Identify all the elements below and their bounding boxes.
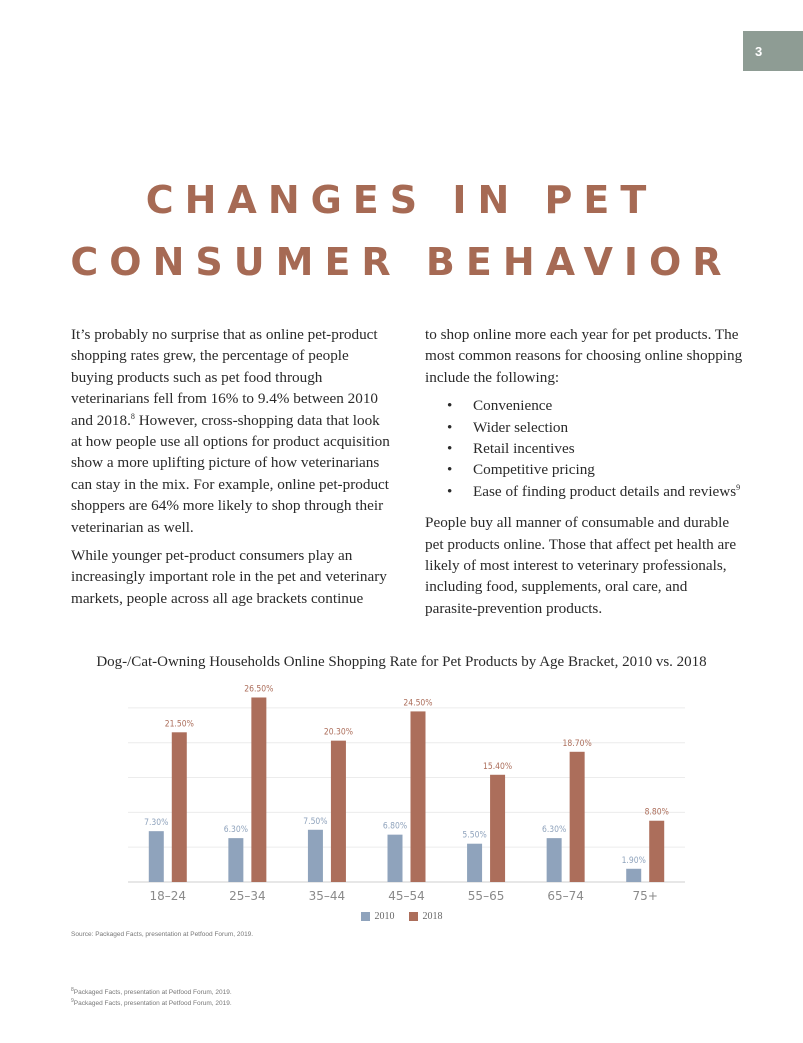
data-label-2010: 6.30% [224,824,248,835]
bar-2018 [330,740,346,882]
data-label-2010: 6.30% [542,824,566,835]
x-tick-label: 18–24 [150,889,187,903]
list-item: Wider selection [425,417,743,439]
data-label-2018: 26.50% [244,683,273,694]
legend-label-2010: 2010 [374,911,395,922]
legend-swatch-2010 [360,912,370,921]
legend-item-2018: 2018 [408,911,443,922]
chart-source: Source: Packaged Facts, presentation at … [71,931,254,938]
data-label-2010: 1.90% [622,854,646,865]
bar-2010 [307,829,323,882]
paragraph: to shop online more each year for pet pr… [425,326,743,386]
data-label-2018: 18.70% [563,737,592,748]
x-tick-label: 55–65 [468,889,505,903]
paragraph: While younger pet-product consumers play… [71,547,387,607]
page-title-line-2: CONSUMER BEHAVIOR [70,240,733,284]
bar-2010 [546,838,562,882]
bar-2018 [251,697,267,882]
bar-2010 [228,838,244,882]
data-label-2018: 15.40% [483,760,512,771]
paragraph: People buy all manner of consumable and … [425,514,737,617]
data-label-2018: 21.50% [165,718,194,729]
data-label-2010: 5.50% [462,829,486,840]
bar-2018 [490,774,506,882]
data-label-2010: 7.30% [144,817,168,828]
x-tick-label: 45–54 [388,889,425,903]
footnote: 9Packaged Facts, presentation at Petfood… [71,998,232,1008]
x-tick-label: 65–74 [547,889,584,903]
footnotes: 8Packaged Facts, presentation at Petfood… [71,986,232,1008]
footnote-ref: 9 [736,482,741,492]
x-tick-label: 75+ [633,889,658,903]
chart-title: Dog-/Cat-Owning Households Online Shoppi… [96,654,707,670]
footnote-ref: 8 [130,411,135,421]
footnote: 8Packaged Facts, presentation at Petfood… [71,987,232,997]
page-title-line-1: CHANGES IN PET [145,178,658,222]
bar-2018 [171,732,187,882]
bar-2010 [626,868,642,882]
list-item: Competitive pricing [425,459,743,481]
data-label-2010: 6.80% [383,820,407,831]
data-label-2018: 24.50% [403,697,432,708]
data-label-2010: 7.50% [303,815,327,826]
bar-2010 [467,843,483,882]
bar-2018 [569,751,585,882]
paragraph: It’s probably no surprise that as online… [71,326,390,536]
bar-chart: 7.30% 21.50% 18–24 6.30% 26.50% 25–34 7.50% 20.… [128,683,685,903]
data-label-2018: 8.80% [645,806,669,817]
legend-label-2018: 2018 [422,911,443,922]
page-number-badge: 3 [743,31,803,71]
x-tick-label: 35–44 [309,889,346,903]
data-label-2018: 20.30% [324,726,353,737]
list-item: Ease of finding product details and revi… [425,481,743,503]
reasons-list: Convenience Wider selection Retail incen… [425,395,743,502]
legend-swatch-2018 [408,912,418,921]
bar-2018 [649,820,665,882]
x-tick-label: 25–34 [229,889,266,903]
page-number: 3 [755,43,763,59]
chart-legend: 2010 2018 [0,911,803,922]
bar-2010 [387,834,403,882]
bar-2018 [410,711,426,882]
legend-item-2010: 2010 [360,911,395,922]
bar-2010 [148,831,164,882]
list-item: Convenience [425,395,743,417]
text-column-left: It’s probably no surprise that as online… [71,324,393,616]
text-column-right: to shop online more each year for pet pr… [425,324,743,626]
list-item: Retail incentives [425,438,743,460]
